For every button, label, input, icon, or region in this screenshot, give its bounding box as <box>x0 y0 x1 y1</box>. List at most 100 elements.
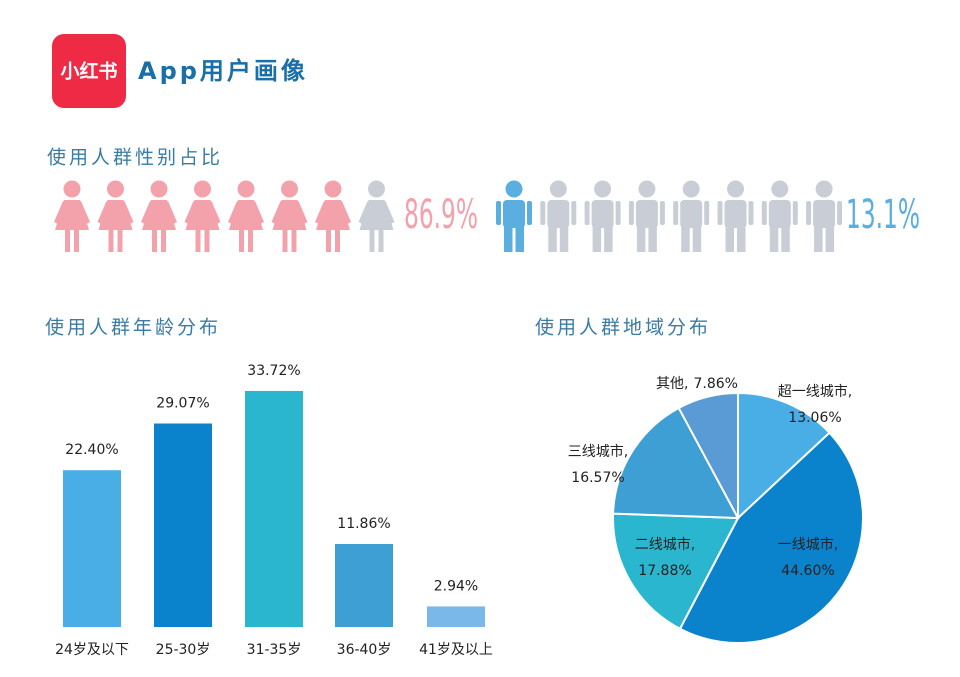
icon-leg <box>152 230 157 252</box>
pie-slice <box>612 406 740 520</box>
region-title: 使用人群地域分布 <box>535 317 711 339</box>
icon-leg <box>725 226 734 252</box>
icon-leg <box>781 226 790 252</box>
pie-slice <box>678 431 864 644</box>
bar <box>245 390 303 627</box>
icon-arm <box>615 201 621 225</box>
icon-arms <box>97 201 134 224</box>
logo-text: 小红书 <box>60 60 117 83</box>
female-icon <box>184 180 221 252</box>
pie-category: 其他, <box>656 376 688 392</box>
icon-leg <box>504 226 513 252</box>
x-tick-label: 41岁及以上 <box>419 642 493 658</box>
icon-arm <box>584 201 590 225</box>
icon-body <box>635 200 658 228</box>
icon-arms <box>228 201 264 224</box>
bar <box>63 470 121 627</box>
icon-leg <box>369 230 375 252</box>
pie-value: 13.06% <box>788 410 841 426</box>
gender-title: 使用人群性别占比 <box>47 147 223 169</box>
icon-leg <box>326 230 331 252</box>
bar <box>427 606 485 627</box>
icon-head <box>505 180 523 198</box>
icon-arm <box>717 201 723 225</box>
icon-head <box>682 180 700 198</box>
icon-arms <box>315 201 351 224</box>
icon-arm <box>527 201 532 225</box>
male-icon <box>717 180 754 252</box>
icon-leg <box>161 230 166 252</box>
male-icon <box>806 180 843 252</box>
icon-leg <box>604 226 613 252</box>
male-icon <box>628 180 665 252</box>
female-icon <box>54 180 90 252</box>
icon-head <box>549 180 567 198</box>
icon-arm <box>628 201 634 225</box>
icon-leg <box>769 226 779 252</box>
icon-leg <box>204 230 210 252</box>
pie-value: 44.60% <box>781 563 834 579</box>
male-icon <box>496 180 532 252</box>
female-icon <box>315 180 351 252</box>
bar <box>154 423 212 627</box>
icon-leg <box>548 226 557 252</box>
icon-body <box>724 200 747 228</box>
icon-body <box>768 200 791 228</box>
icon-arm <box>792 201 798 225</box>
icon-leg <box>108 230 114 252</box>
icon-leg <box>282 230 288 252</box>
bar-value-label: 2.94% <box>434 578 478 594</box>
icon-head <box>324 180 342 198</box>
icon-head <box>771 180 789 198</box>
x-tick-label: 31-35岁 <box>247 642 302 658</box>
icon-leg <box>335 230 340 252</box>
pie-value: 16.57% <box>571 470 624 486</box>
pie-category: 超一线城市, <box>778 383 852 400</box>
icon-body <box>547 200 570 228</box>
x-tick-label: 24岁及以下 <box>55 642 129 658</box>
icon-arm <box>540 201 546 225</box>
icon-leg <box>737 226 746 252</box>
icon-head <box>150 180 168 198</box>
icon-arm <box>571 201 577 225</box>
icon-head <box>727 180 744 198</box>
pie-label: 一线城市, 44.60% <box>778 536 838 579</box>
icon-head <box>638 180 656 198</box>
gender-percent: 86.9% <box>404 192 478 238</box>
icon-leg <box>681 226 690 252</box>
pie-label: 二线城市, 17.88% <box>635 536 695 579</box>
bar-value-label: 11.86% <box>337 516 390 532</box>
icon-leg <box>515 226 524 252</box>
female-icon <box>97 180 134 252</box>
icon-arm <box>837 201 843 225</box>
bar <box>335 543 393 627</box>
icon-leg <box>648 226 657 252</box>
icon-leg <box>636 226 646 252</box>
icon-arm <box>748 201 754 225</box>
gender-percent: 13.1% <box>846 192 920 238</box>
male-icon <box>761 180 798 252</box>
bar-value-label: 33.72% <box>247 363 300 379</box>
logo-badge <box>52 34 126 108</box>
pie-label: 其他, 7.86% <box>656 376 738 392</box>
pie-value: 17.88% <box>638 563 691 579</box>
female-icon <box>271 180 308 252</box>
pie-slice <box>737 391 831 521</box>
icon-arm <box>806 201 812 225</box>
icon-head <box>107 180 124 198</box>
icon-head <box>815 180 833 198</box>
icon-leg <box>195 230 201 252</box>
pie-slice <box>612 512 740 631</box>
icon-arm <box>673 201 679 225</box>
icon-head <box>63 180 81 198</box>
x-tick-label: 25-30岁 <box>156 642 211 658</box>
icon-arms <box>141 201 177 224</box>
icon-body <box>680 200 703 228</box>
male-icon <box>673 180 710 252</box>
icon-arm <box>704 201 710 225</box>
icon-body <box>503 200 525 228</box>
icon-head <box>368 180 385 198</box>
bar-value-label: 22.40% <box>65 442 118 458</box>
icon-arms <box>271 201 308 224</box>
